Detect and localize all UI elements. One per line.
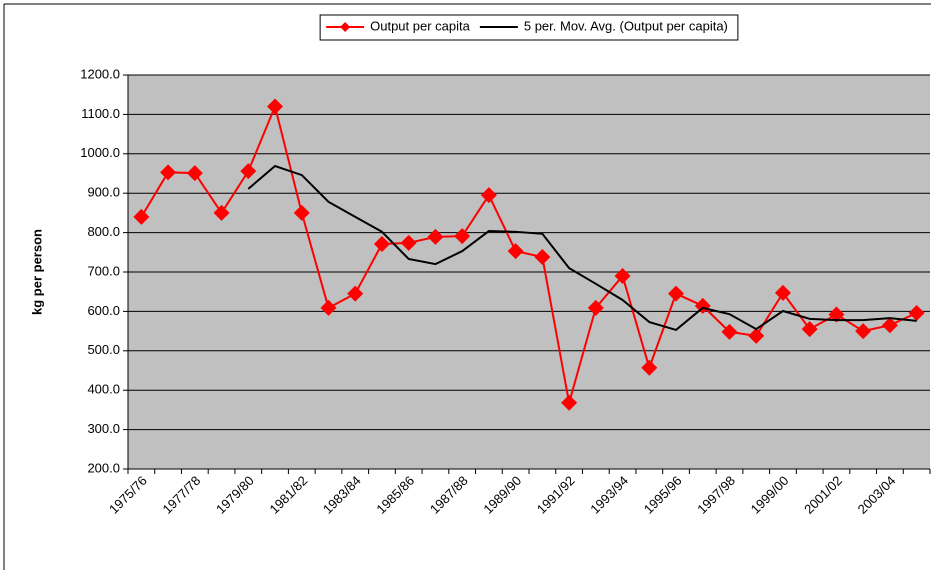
data-point	[668, 285, 685, 302]
data-point	[427, 228, 444, 245]
data-point	[908, 304, 925, 321]
data-point	[721, 323, 738, 340]
legend-marker	[340, 22, 351, 32]
data-point	[133, 208, 150, 225]
x-tick-label: 1983/84	[320, 473, 364, 517]
data-point	[855, 323, 872, 340]
data-point	[748, 327, 765, 344]
x-tick-label: 1993/94	[587, 473, 631, 517]
x-tick-label: 1977/78	[160, 473, 204, 517]
y-tick-label: 1100.0	[81, 106, 120, 121]
data-point	[347, 285, 364, 302]
legend	[319, 14, 739, 41]
x-tick-label: 2001/02	[801, 473, 845, 517]
data-point	[293, 204, 310, 221]
x-tick-label: 1981/82	[266, 473, 310, 517]
y-tick-label: 500.0	[87, 342, 120, 357]
x-tick-label: 1985/86	[373, 473, 417, 517]
data-point	[240, 163, 257, 180]
x-tick-label: 1987/88	[427, 473, 471, 517]
data-point	[213, 204, 230, 221]
data-point	[454, 228, 471, 245]
data-point	[801, 321, 818, 338]
series-line	[140, 103, 918, 404]
x-tick-label: 1975/76	[106, 473, 150, 517]
y-tick-label: 1200.0	[80, 66, 120, 81]
data-point	[828, 306, 845, 323]
data-point	[614, 267, 631, 284]
y-tick-label: 300.0	[87, 421, 120, 436]
data-point	[480, 187, 497, 204]
data-point	[774, 284, 791, 301]
data-point	[373, 236, 390, 253]
x-tick-label: 1991/92	[534, 473, 578, 517]
x-tick-label: 1995/96	[641, 473, 685, 517]
legend-label: Output per capita	[370, 18, 470, 33]
y-tick-label: 800.0	[87, 224, 120, 239]
data-point	[507, 243, 524, 260]
data-point	[881, 317, 898, 334]
y-tick-label: 1000.0	[80, 145, 120, 160]
data-point	[534, 249, 551, 266]
x-tick-label: 2003/04	[855, 473, 899, 517]
y-axis-title: kg per person	[29, 229, 44, 315]
x-tick-label: 1999/00	[748, 473, 792, 517]
legend-label: 5 per. Mov. Avg. (Output per capita)	[524, 18, 728, 33]
data-point	[561, 394, 578, 411]
data-point	[587, 299, 604, 316]
x-tick-label: 1979/80	[213, 473, 257, 517]
data-point	[160, 164, 177, 181]
y-tick-label: 400.0	[87, 382, 120, 397]
data-point	[400, 234, 417, 251]
series-line	[247, 164, 917, 332]
data-point	[320, 299, 337, 316]
data-point	[641, 359, 658, 376]
y-tick-label: 600.0	[87, 303, 120, 318]
y-tick-label: 700.0	[87, 263, 120, 278]
x-tick-label: 1989/90	[480, 473, 524, 517]
data-point	[267, 98, 284, 115]
x-tick-label: 1997/98	[694, 473, 738, 517]
y-tick-label: 200.0	[87, 460, 120, 475]
data-point	[186, 165, 203, 182]
y-tick-label: 900.0	[87, 185, 120, 200]
